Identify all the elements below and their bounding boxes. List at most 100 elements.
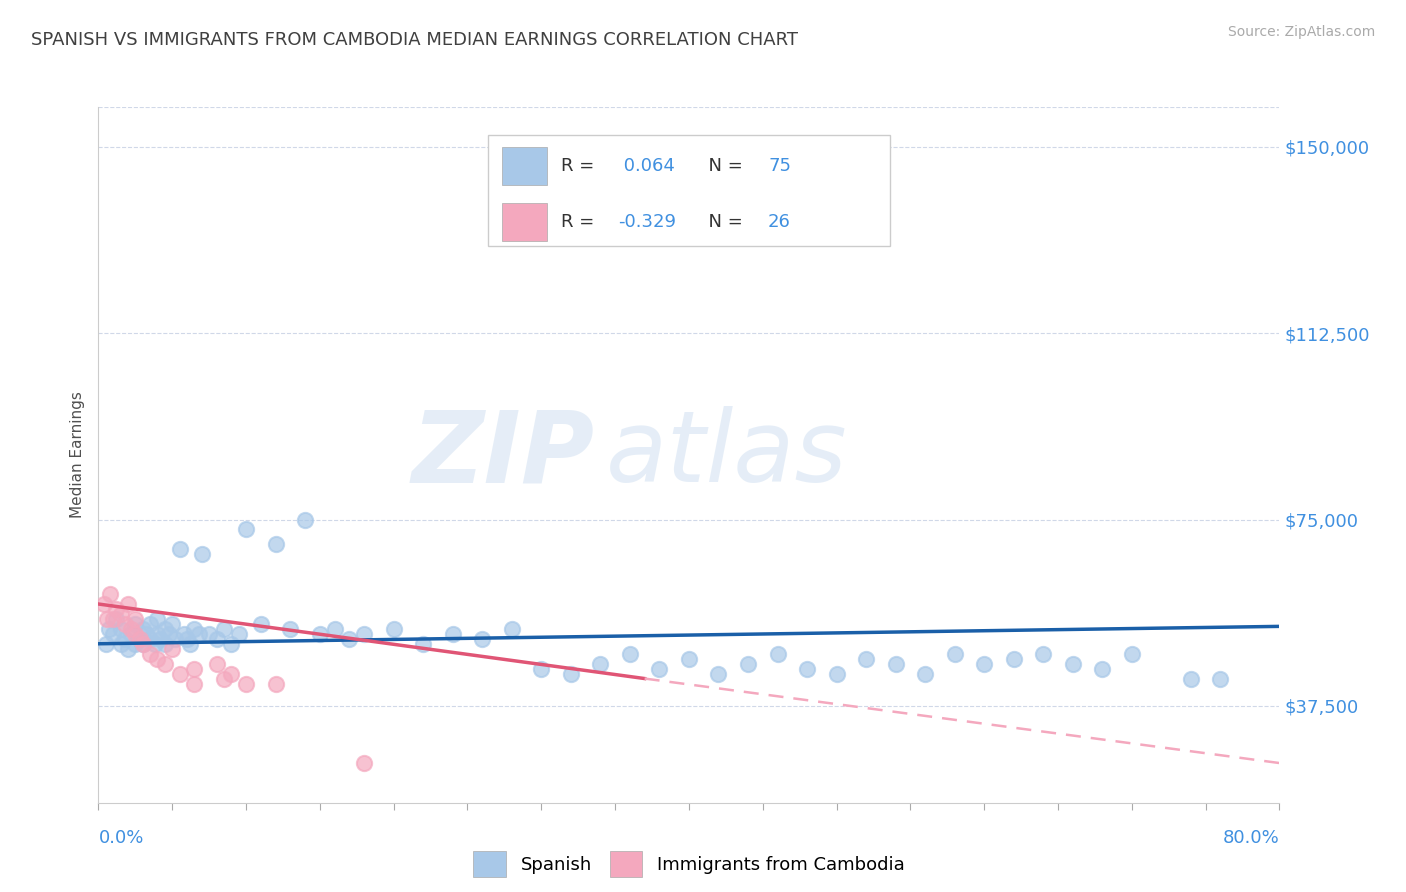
Text: 75: 75	[768, 157, 792, 175]
Point	[914, 666, 936, 681]
Point	[139, 632, 162, 646]
Point	[560, 666, 582, 681]
Point	[124, 637, 146, 651]
Point	[110, 622, 132, 636]
Point	[176, 632, 198, 646]
Point	[412, 637, 434, 651]
Point	[187, 627, 209, 641]
Point	[135, 627, 157, 641]
Point	[128, 632, 150, 646]
Text: 0.0%: 0.0%	[98, 829, 143, 847]
Point	[162, 616, 183, 631]
Point	[737, 657, 759, 671]
Point	[796, 662, 818, 676]
Text: N =: N =	[697, 157, 749, 175]
Point	[191, 547, 214, 561]
Point	[855, 651, 877, 665]
Point	[132, 622, 155, 636]
Point	[250, 616, 273, 631]
Point	[1002, 651, 1025, 665]
Point	[94, 637, 117, 651]
Point	[120, 627, 142, 641]
Point	[110, 637, 132, 651]
Point	[212, 672, 235, 686]
Point	[146, 651, 169, 665]
Text: SPANISH VS IMMIGRANTS FROM CAMBODIA MEDIAN EARNINGS CORRELATION CHART: SPANISH VS IMMIGRANTS FROM CAMBODIA MEDI…	[31, 31, 799, 49]
Point	[382, 622, 405, 636]
Point	[884, 657, 907, 671]
Text: -0.329: -0.329	[619, 212, 676, 231]
Point	[93, 597, 115, 611]
Text: ZIP: ZIP	[412, 407, 595, 503]
Point	[619, 647, 641, 661]
Point	[235, 676, 257, 690]
Point	[157, 627, 180, 641]
Point	[1121, 647, 1143, 661]
Point	[973, 657, 995, 671]
Point	[183, 622, 205, 636]
Point	[235, 523, 257, 537]
Point	[530, 662, 553, 676]
Point	[132, 637, 155, 651]
Text: 26: 26	[768, 212, 792, 231]
Point	[146, 627, 169, 641]
Point	[1091, 662, 1114, 676]
Point	[153, 637, 176, 651]
Point	[114, 616, 136, 631]
Point	[219, 666, 242, 681]
Point	[103, 612, 125, 626]
Point	[162, 641, 183, 656]
Y-axis label: Median Earnings: Median Earnings	[69, 392, 84, 518]
Point	[165, 632, 187, 646]
Point	[96, 612, 118, 626]
Point	[179, 637, 201, 651]
Point	[353, 627, 375, 641]
Point	[1180, 672, 1202, 686]
Point	[212, 622, 235, 636]
Point	[198, 627, 221, 641]
Point	[120, 622, 142, 636]
FancyBboxPatch shape	[502, 147, 547, 186]
Point	[105, 602, 128, 616]
Point	[117, 641, 139, 656]
Point	[183, 676, 205, 690]
Point	[471, 632, 494, 646]
Point	[264, 676, 287, 690]
Point	[183, 662, 205, 676]
Point	[353, 756, 375, 770]
Point	[114, 632, 136, 646]
Point	[219, 637, 242, 651]
Point	[146, 612, 169, 626]
Point	[97, 622, 120, 636]
Point	[132, 637, 155, 651]
Point	[110, 607, 132, 621]
Point	[143, 637, 166, 651]
Point	[105, 612, 128, 626]
Point	[766, 647, 789, 661]
Point	[173, 627, 195, 641]
Point	[139, 647, 162, 661]
Point	[648, 662, 671, 676]
Point	[441, 627, 464, 641]
Point	[1062, 657, 1084, 671]
Point	[169, 542, 191, 557]
Point	[707, 666, 730, 681]
Point	[124, 612, 146, 626]
Point	[264, 537, 287, 551]
Point	[103, 627, 125, 641]
Point	[501, 622, 523, 636]
Text: Source: ZipAtlas.com: Source: ZipAtlas.com	[1227, 25, 1375, 39]
Point	[294, 512, 316, 526]
Point	[139, 616, 162, 631]
Point	[124, 616, 146, 631]
FancyBboxPatch shape	[502, 202, 547, 241]
Point	[309, 627, 332, 641]
Point	[323, 622, 346, 636]
Point	[278, 622, 302, 636]
Point	[98, 587, 121, 601]
Text: R =: R =	[561, 157, 600, 175]
Point	[1209, 672, 1232, 686]
Point	[149, 632, 172, 646]
Point	[124, 627, 146, 641]
Point	[825, 666, 848, 681]
